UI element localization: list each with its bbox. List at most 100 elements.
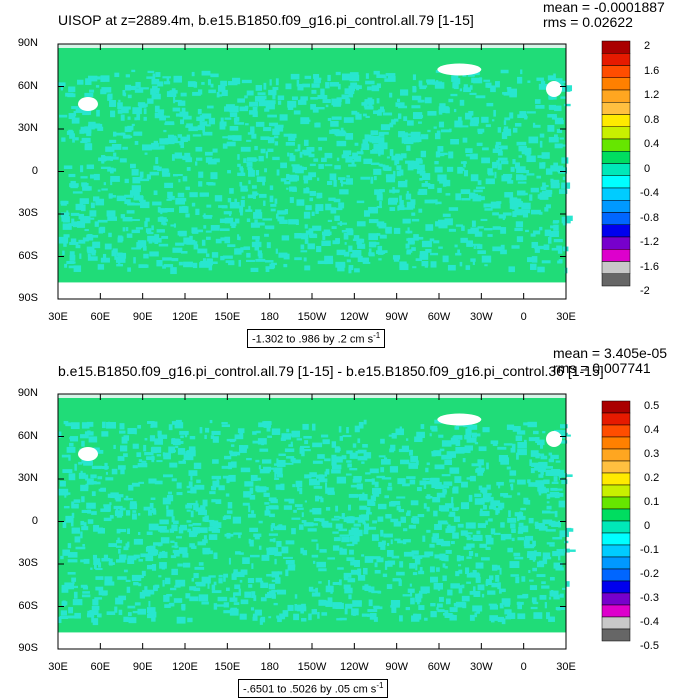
- field-cell: [442, 180, 447, 187]
- field-cell: [530, 263, 537, 270]
- field-cell: [117, 102, 123, 110]
- field-cell: [125, 227, 129, 232]
- field-cell: [403, 551, 414, 557]
- field-cell: [206, 124, 211, 127]
- field-cell: [115, 507, 119, 514]
- field-cell: [229, 451, 238, 457]
- field-cell: [333, 537, 341, 542]
- field-cell: [271, 428, 281, 435]
- field-cell: [269, 79, 272, 86]
- field-cell: [86, 421, 94, 427]
- field-cell: [558, 189, 568, 194]
- field-cell: [482, 147, 489, 151]
- field-cell: [405, 243, 410, 249]
- field-cell: [341, 536, 350, 543]
- field-cell: [162, 172, 171, 177]
- field-cell: [349, 468, 358, 471]
- field-cell: [226, 477, 230, 484]
- field-cell: [117, 237, 123, 243]
- field-cell: [288, 133, 297, 139]
- colorbar-swatch: [601, 273, 631, 287]
- field-cell: [70, 212, 80, 216]
- field-cell: [466, 535, 471, 541]
- field-cell: [186, 134, 191, 141]
- lon-label: 150W: [297, 661, 327, 673]
- field-cell: [436, 130, 441, 136]
- field-cell: [257, 92, 266, 95]
- field-cell: [100, 166, 111, 170]
- field-cell: [180, 136, 188, 142]
- field-cell: [117, 537, 120, 541]
- lon-label: 180: [260, 661, 279, 673]
- field-cell: [226, 510, 233, 514]
- field-cell: [512, 211, 517, 218]
- field-cell: [64, 582, 75, 590]
- field-cell: [517, 114, 528, 119]
- field-cell: [380, 543, 386, 550]
- field-cell: [291, 528, 296, 535]
- field-cell: [216, 91, 220, 98]
- field-cell: [338, 528, 348, 532]
- field-cell: [517, 479, 526, 485]
- field-cell: [460, 237, 468, 243]
- field-cell: [455, 252, 462, 256]
- field-cell: [356, 200, 365, 204]
- field-cell: [471, 463, 482, 467]
- field-cell: [377, 148, 384, 155]
- field-cell: [559, 440, 568, 444]
- field-cell: [373, 70, 380, 75]
- colorbar-swatch: [601, 89, 631, 103]
- field-cell: [376, 194, 383, 201]
- field-cell: [503, 128, 512, 136]
- field-cell: [226, 438, 237, 442]
- field-cell: [348, 504, 351, 511]
- field-cell: [448, 151, 454, 159]
- field-cell: [300, 547, 304, 554]
- field-cell: [363, 158, 373, 165]
- lat-label: 90S: [18, 292, 38, 304]
- field-cell: [63, 241, 67, 247]
- field-cell: [309, 197, 314, 202]
- field-cell: [250, 554, 260, 558]
- field-cell: [379, 190, 383, 195]
- field-cell: [416, 486, 422, 492]
- field-cell: [270, 203, 277, 207]
- field-cell: [138, 87, 149, 90]
- field-cell: [258, 155, 264, 162]
- field-cell: [418, 121, 422, 124]
- field-cell: [356, 483, 363, 490]
- field-cell: [87, 256, 98, 261]
- field-cell: [133, 131, 143, 135]
- field-cell: [558, 500, 565, 508]
- field-cell: [158, 528, 166, 532]
- field-cell: [457, 249, 461, 254]
- field-cell: [251, 168, 254, 175]
- field-cell: [523, 439, 527, 445]
- field-cell: [509, 470, 517, 476]
- field-cell: [304, 75, 312, 79]
- field-cell: [66, 446, 76, 453]
- field-cell: [316, 192, 323, 199]
- field-cell: [199, 427, 203, 434]
- field-cell: [528, 569, 531, 574]
- field-cell: [299, 487, 303, 495]
- field-cell: [495, 144, 499, 152]
- field-cell: [177, 192, 185, 198]
- field-cell: [348, 93, 354, 98]
- field-cell: [198, 562, 204, 566]
- field-cell: [562, 221, 567, 226]
- field-cell: [508, 266, 515, 273]
- field-cell: [275, 78, 279, 86]
- field-cell: [533, 230, 541, 235]
- field-cell: [70, 521, 74, 527]
- field-cell: [240, 467, 251, 473]
- field-cell: [173, 550, 180, 557]
- field-cell: [546, 612, 550, 620]
- field-cell: [387, 75, 396, 82]
- field-cell: [532, 601, 539, 605]
- field-cell: [536, 175, 542, 179]
- field-cell: [334, 215, 340, 221]
- field-cell: [238, 236, 241, 241]
- field-cell: [429, 543, 435, 548]
- field-cell: [204, 427, 210, 433]
